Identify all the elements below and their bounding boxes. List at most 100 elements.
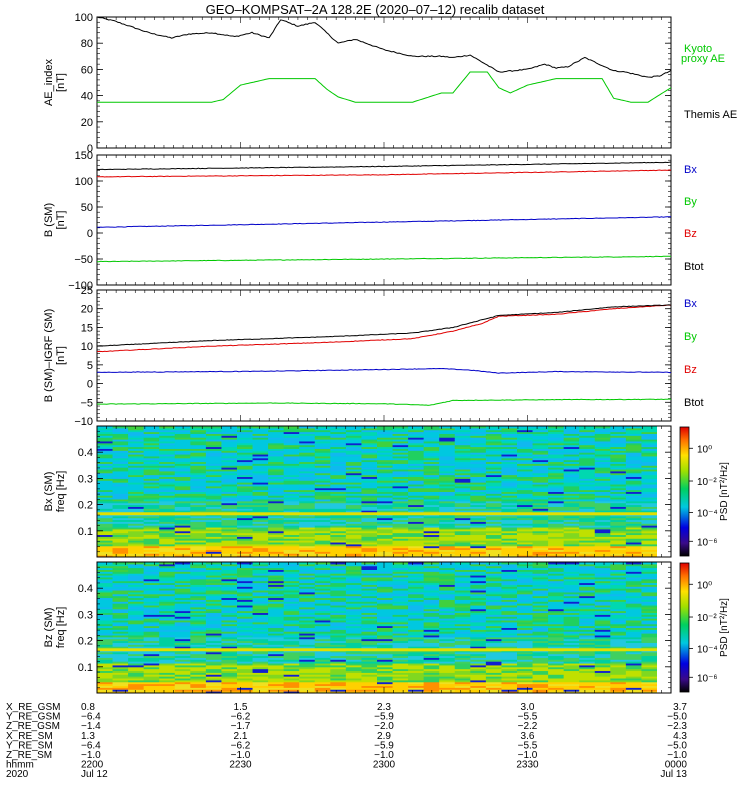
spectrogram-cell	[314, 610, 331, 614]
spectrogram-cell	[314, 661, 331, 664]
spectrogram-cell	[97, 582, 114, 585]
spectrogram-cell	[159, 457, 176, 461]
spectrogram-cell	[112, 676, 129, 679]
spectrogram-cell	[268, 547, 285, 551]
spectrogram-cell	[205, 485, 222, 489]
spectrogram-cell	[159, 461, 176, 464]
spectrogram-cell	[143, 636, 160, 640]
spectrogram-cell	[330, 691, 347, 694]
spectrogram-cell	[579, 448, 596, 451]
spectrogram-cell	[268, 679, 285, 683]
spectrogram-cell	[625, 435, 642, 438]
spectrogram-cell	[205, 618, 222, 621]
spectrogram-cell	[439, 530, 456, 534]
spectrogram-cell	[128, 623, 145, 627]
spectrogram-cell	[594, 442, 611, 446]
spectrogram-cell	[205, 555, 222, 558]
spectrogram-cell	[159, 510, 176, 513]
spectrogram-cell	[252, 657, 269, 660]
spectrogram-cell	[439, 437, 456, 440]
spectrogram-cell	[205, 567, 222, 570]
spectrogram-cell	[283, 618, 300, 621]
spectrogram-cell	[314, 431, 331, 434]
spectrogram-cell	[97, 527, 114, 530]
spectrogram-cell	[454, 633, 471, 636]
spectrogram-cell	[97, 517, 114, 521]
spectrogram-cell	[625, 532, 642, 536]
spectrogram-cell	[112, 670, 129, 673]
spectrogram-cell	[252, 625, 269, 628]
spectrogram-cell	[548, 497, 565, 500]
spectrogram-cell	[283, 517, 300, 521]
spectrogram-cell	[252, 593, 269, 597]
spectrogram-cell	[237, 678, 254, 681]
spectrogram-cell	[268, 565, 285, 569]
spectrogram-cell	[345, 527, 362, 530]
y-tick-label: 0	[87, 143, 93, 155]
spectrogram-cell	[470, 467, 487, 470]
spectrogram-cell	[361, 508, 378, 511]
spectrogram-cell	[330, 469, 347, 472]
spectrogram-cell	[268, 685, 285, 688]
spectrogram-cell	[205, 487, 222, 491]
spectrogram-cell	[454, 448, 471, 451]
spectrogram-cell	[439, 618, 456, 621]
spectrogram-cell	[330, 540, 347, 543]
spectrogram-cell	[641, 439, 658, 442]
spectrogram-cell	[112, 625, 129, 628]
spectrogram-cell	[174, 618, 191, 621]
spectrogram-cell	[641, 515, 658, 519]
spectrogram-cell	[345, 623, 362, 627]
spectrogram-cell	[190, 681, 207, 685]
spectrogram-cell	[377, 588, 394, 591]
spectrogram-cell	[97, 571, 114, 574]
spectrogram-cell	[330, 442, 347, 446]
spectrogram-cell	[174, 608, 191, 612]
spectrogram-cell	[330, 567, 347, 570]
spectrogram-cell	[470, 540, 487, 543]
spectrogram-cell	[345, 517, 362, 521]
spectrogram-cell	[205, 668, 222, 672]
spectrogram-cell	[641, 542, 658, 545]
spectrogram-cell	[252, 433, 269, 436]
spectrogram-cell	[439, 661, 456, 664]
spectrogram-cell	[361, 563, 378, 567]
spectrogram-cell	[159, 595, 176, 599]
spectrogram-cell	[205, 584, 222, 587]
spectrogram-cell	[361, 478, 378, 481]
spectrogram-cell	[330, 523, 347, 526]
spectrogram-cell	[532, 525, 549, 528]
spectrogram-cell	[579, 534, 596, 537]
spectrogram-cell	[252, 588, 269, 591]
spectrogram-cell	[128, 567, 145, 570]
spectrogram-cell	[221, 530, 238, 534]
spectrogram-cell	[299, 620, 316, 623]
spectrogram-cell	[143, 442, 160, 446]
spectrogram-cell	[112, 538, 129, 541]
spectrogram-cell	[423, 500, 440, 504]
spectrogram-cell	[174, 482, 191, 485]
spectrogram-cell	[174, 435, 191, 438]
spectrogram-cell	[345, 478, 362, 481]
y-axis-label: Bx (SM)	[43, 472, 55, 512]
spectrogram-cell	[314, 659, 331, 662]
spectrogram-cell	[237, 521, 254, 524]
spectrogram-cell	[517, 442, 534, 446]
spectrogram-cell	[361, 448, 378, 451]
spectrogram-cell	[439, 480, 456, 483]
spectrogram-cell	[205, 553, 222, 556]
spectrogram-cell	[112, 571, 129, 574]
spectrogram-cell	[299, 676, 316, 679]
spectrogram-cell	[439, 515, 456, 519]
spectrogram-cell	[345, 450, 362, 453]
spectrogram-cell	[112, 657, 129, 660]
spectrogram-cell	[517, 532, 534, 536]
spectrogram-cell	[423, 573, 440, 576]
spectrogram-cell	[159, 476, 176, 479]
spectrogram-cell	[470, 454, 487, 457]
spectrogram-cell	[517, 497, 534, 500]
spectrogram-cell	[299, 634, 316, 638]
spectrogram-cell	[454, 502, 471, 506]
spectrogram-cell	[143, 605, 160, 608]
spectrogram-cell	[485, 521, 502, 524]
